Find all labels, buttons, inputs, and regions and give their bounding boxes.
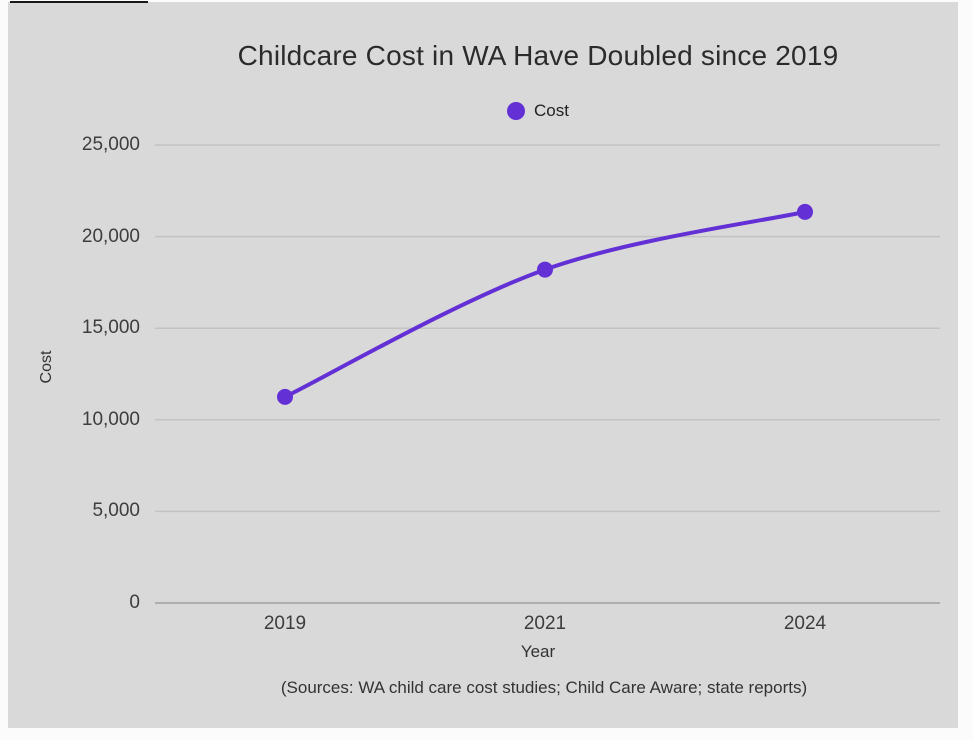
y-tick-15000: 15,000 [81, 317, 140, 338]
y-tick-20000: 20,000 [81, 226, 140, 247]
plot-area [155, 144, 940, 604]
data-point-2019 [277, 388, 293, 405]
data-point-2021 [537, 261, 553, 278]
legend-marker-icon [507, 102, 526, 120]
data-point-2024 [797, 203, 813, 220]
chart-title: Childcare Cost in WA Have Doubled since … [237, 40, 839, 71]
x-tick-2021: 2021 [523, 613, 567, 634]
y-tick-0: 0 [129, 592, 140, 613]
source-note: (Sources: WA child care cost studies; Ch… [280, 678, 808, 697]
legend: Cost [128, 101, 948, 121]
x-tick-2024: 2024 [783, 613, 827, 634]
legend-label: Cost [534, 101, 569, 120]
x-tick-2019: 2019 [263, 613, 307, 634]
cost-line [283, 209, 807, 399]
y-tick-10000: 10,000 [81, 409, 140, 430]
y-tick-25000: 25,000 [81, 134, 140, 155]
y-tick-5000: 5,000 [92, 500, 140, 521]
chart-canvas: Childcare Cost in WA Have Doubled since … [8, 2, 958, 728]
x-axis-title: Year [520, 642, 556, 661]
top-left-line [10, 1, 148, 3]
